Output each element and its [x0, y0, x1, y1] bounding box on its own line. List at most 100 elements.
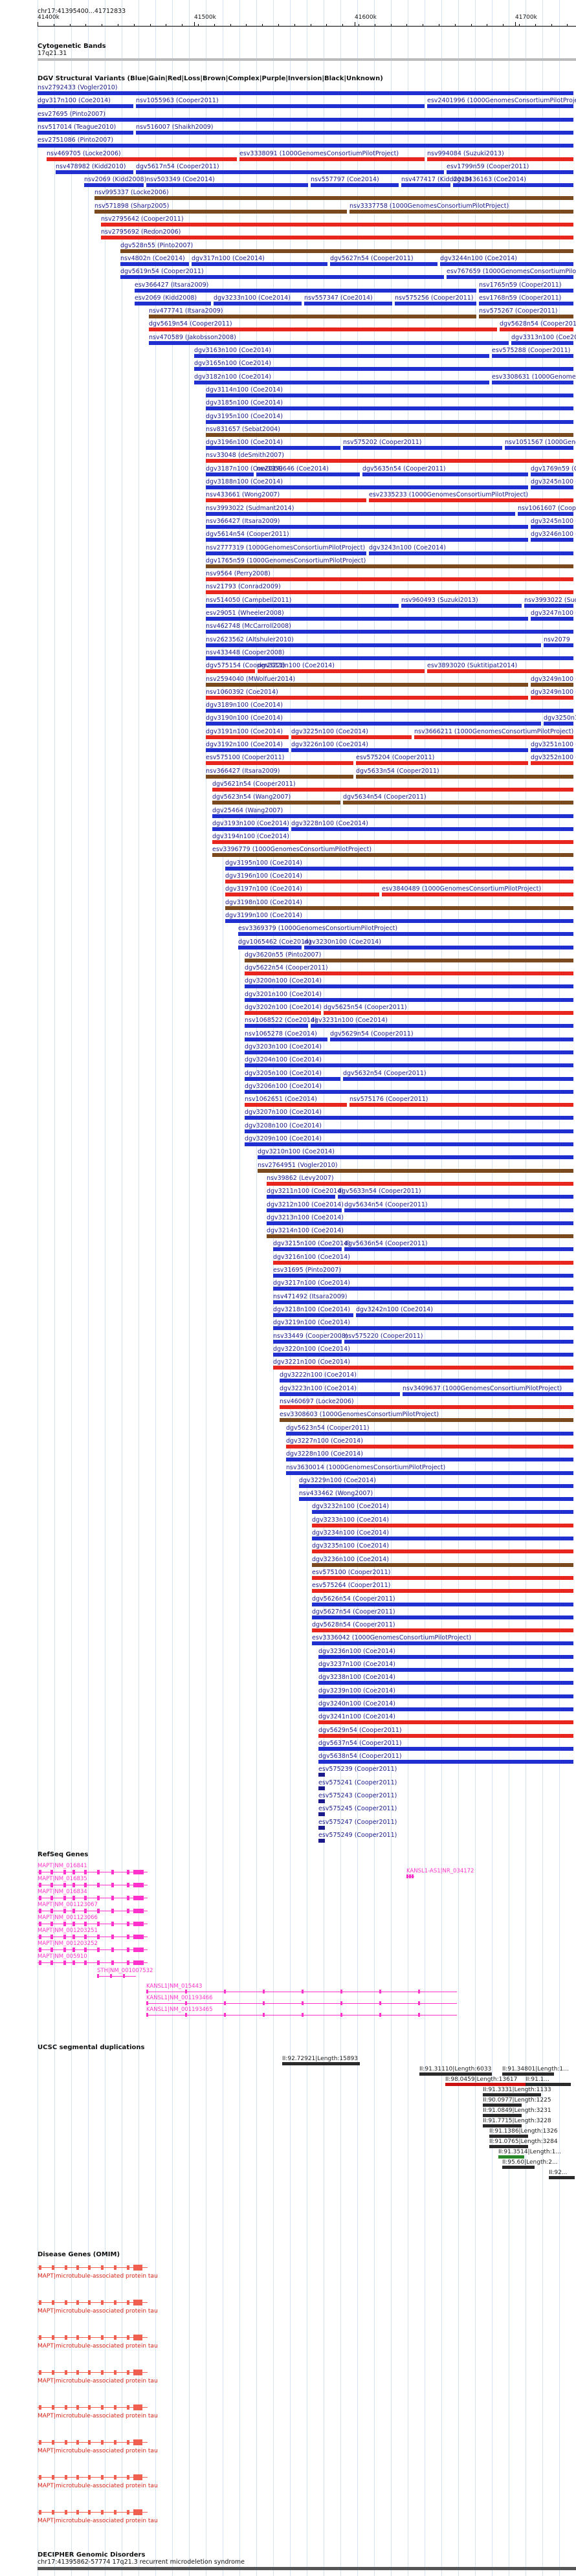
gene-exon[interactable]	[136, 1870, 144, 1874]
dgv-variant-bar[interactable]	[206, 590, 573, 595]
omim-exon[interactable]	[133, 2404, 142, 2410]
dgv-variant-label[interactable]: dgv3196n100 (Coe2014)	[206, 439, 283, 447]
segdup-label[interactable]: II:91.3331|Length:1133	[483, 2087, 551, 2093]
segdup-bar[interactable]	[549, 2176, 575, 2179]
dgv-variant-bar[interactable]	[212, 787, 573, 792]
gene-exon[interactable]	[127, 1909, 129, 1913]
dgv-variant-bar[interactable]	[206, 498, 366, 503]
dgv-variant-label[interactable]: dgv3223n100 (Coe2014)	[280, 1384, 357, 1392]
omim-exon[interactable]	[114, 2370, 116, 2375]
dgv-variant-bar[interactable]	[401, 183, 450, 188]
dgv-variant-label[interactable]: dgv3252n100 (Coe2014)	[531, 754, 576, 762]
dgv-variant-label[interactable]: nsv366427 (Itsara2009)	[206, 767, 280, 775]
dgv-variant-bar[interactable]	[531, 748, 573, 752]
dgv-variant-bar[interactable]	[312, 1589, 573, 1593]
omim-exon[interactable]	[52, 2335, 54, 2340]
dgv-variant-label[interactable]: nsv39862 (Levy2007)	[267, 1174, 334, 1182]
dgv-variant-label[interactable]: nsv1051567 (1000GenomesConsortiumPilotPr…	[505, 439, 576, 447]
segdup-bar[interactable]	[419, 2072, 492, 2076]
dgv-variant-label[interactable]: dgv3209n100 (Coe2014)	[245, 1135, 322, 1142]
gene-exon[interactable]	[72, 1922, 75, 1926]
dgv-variant-label[interactable]: nsv503349 (Coe2014)	[146, 176, 215, 184]
omim-exon[interactable]	[65, 2370, 67, 2375]
dgv-variant-bar[interactable]	[312, 1602, 573, 1606]
gene-exon[interactable]	[224, 1990, 226, 1993]
segdup-bar[interactable]	[502, 2166, 535, 2169]
dgv-variant-label[interactable]: dgv3228n100 (Coe2014)	[286, 1450, 363, 1458]
dgv-variant-bar[interactable]	[194, 354, 489, 358]
dgv-variant-label[interactable]: dgv5632n54 (Cooper2011)	[343, 1069, 426, 1077]
dgv-variant-bar[interactable]	[318, 1838, 325, 1843]
gene-exon[interactable]	[185, 1990, 187, 1993]
gene-exon[interactable]	[84, 1870, 87, 1874]
dgv-variant-label[interactable]: nsv21793 (Conrad2009)	[206, 583, 281, 591]
gene-exon[interactable]	[111, 1883, 114, 1887]
dgv-variant-bar[interactable]	[318, 1720, 573, 1725]
dgv-variant-bar[interactable]	[344, 1339, 573, 1344]
dgv-variant-label[interactable]: nsv3959646 (Coe2014)	[256, 465, 329, 472]
dgv-variant-bar[interactable]	[304, 945, 573, 949]
omim-exon[interactable]	[114, 2405, 116, 2410]
dgv-variant-bar[interactable]	[136, 130, 573, 135]
gene-exon[interactable]	[50, 1960, 53, 1965]
dgv-variant-label[interactable]: dgv3212n100 (Coe2014)	[267, 1201, 344, 1208]
dgv-variant-label[interactable]: esv2751086 (Pinto2007)	[38, 137, 114, 144]
gene-exon[interactable]	[63, 1948, 66, 1952]
dgv-variant-label[interactable]: esv29051 (Wheeler2008)	[206, 610, 284, 617]
gene-exon[interactable]	[418, 2001, 420, 2005]
refseq-gene-label[interactable]: MAPT|NM_016835	[38, 1876, 87, 1882]
dgv-variant-bar[interactable]	[280, 1392, 400, 1396]
dgv-variant-label[interactable]: nsv3993022 (Sudmant2014)	[206, 504, 294, 512]
gene-exon[interactable]	[97, 1974, 99, 1978]
omim-exon[interactable]	[101, 2510, 104, 2515]
omim-exon[interactable]	[101, 2300, 104, 2305]
omim-exon[interactable]	[52, 2300, 54, 2305]
dgv-variant-bar[interactable]	[245, 984, 573, 989]
omim-item-label[interactable]: MAPT|microtubule-associated protein tau	[38, 2413, 158, 2419]
dgv-variant-label[interactable]: esv3893020 (Suktitipat2014)	[427, 662, 518, 670]
dgv-variant-bar[interactable]	[206, 748, 289, 752]
dgv-variant-label[interactable]: nsv3337758 (1000GenomesConsortiumPilotPr…	[349, 202, 509, 210]
dgv-variant-bar[interactable]	[356, 761, 528, 766]
dgv-variant-label[interactable]: dgv3201n100 (Coe2014)	[245, 990, 322, 998]
dgv-variant-label[interactable]: dgv3245n100 (Coe2014)	[531, 478, 576, 485]
omim-exon[interactable]	[114, 2300, 116, 2305]
dgv-variant-bar[interactable]	[149, 340, 509, 345]
dgv-variant-bar[interactable]	[245, 997, 573, 1002]
dgv-variant-bar[interactable]	[225, 918, 573, 923]
gene-exon[interactable]	[127, 1948, 129, 1952]
dgv-variant-label[interactable]: dgv3244n100 (Coe2014)	[440, 254, 517, 262]
dgv-variant-label[interactable]: nsv2792433 (Vogler2010)	[38, 84, 118, 91]
dgv-variant-label[interactable]: esv767659 (1000GenomesConsortiumPilotPro…	[447, 268, 576, 276]
dgv-variant-bar[interactable]	[136, 104, 425, 109]
dgv-variant-bar[interactable]	[312, 1575, 573, 1580]
dgv-variant-label[interactable]: dgv3226n100 (Coe2014)	[291, 741, 368, 748]
dgv-variant-label[interactable]: esv575245 (Cooper2011)	[318, 1805, 397, 1813]
omim-exon[interactable]	[114, 2265, 116, 2270]
segdup-label[interactable]: II:98.0459|Length:13617	[445, 2076, 518, 2083]
dgv-variant-label[interactable]: esv2335233 (1000GenomesConsortiumPilotPr…	[369, 491, 529, 499]
gene-exon[interactable]	[84, 1935, 87, 1939]
dgv-variant-label[interactable]: esv3308603 (1000GenomesConsortiumPilotPr…	[280, 1411, 439, 1419]
gene-exon[interactable]	[50, 1922, 53, 1926]
dgv-variant-bar[interactable]	[267, 1195, 335, 1199]
dgv-variant-label[interactable]: dgv5628n54 (Cooper2011)	[312, 1621, 395, 1629]
dgv-variant-label[interactable]: dgv3250n100 (Coe2014)	[544, 715, 576, 722]
gene-exon[interactable]	[72, 1883, 75, 1887]
omim-exon[interactable]	[88, 2475, 91, 2480]
dgv-variant-label[interactable]: dgv3225n100 (Coe2014)	[291, 727, 368, 735]
dgv-variant-bar[interactable]	[544, 643, 573, 647]
dgv-variant-bar[interactable]	[273, 1260, 573, 1265]
gene-exon[interactable]	[379, 2013, 381, 2017]
dgv-variant-bar[interactable]	[245, 1037, 327, 1041]
dgv-variant-label[interactable]: dgv5627n54 (Cooper2011)	[312, 1608, 395, 1616]
dgv-variant-label[interactable]: dgv3163n100 (Coe2014)	[194, 347, 271, 354]
gene-exon[interactable]	[127, 1935, 129, 1939]
dgv-variant-bar[interactable]	[212, 840, 573, 845]
dgv-variant-label[interactable]: dgv3195n100 (Coe2014)	[206, 412, 283, 420]
dgv-variant-label[interactable]: dgv3214n100 (Coe2014)	[267, 1227, 344, 1235]
dgv-variant-label[interactable]: esv2069 (Kidd2008)	[135, 294, 197, 302]
dgv-variant-bar[interactable]	[245, 958, 573, 962]
segdup-label[interactable]: II:91.1386|Length:1326	[489, 2128, 558, 2135]
gene-exon[interactable]	[63, 1883, 66, 1887]
